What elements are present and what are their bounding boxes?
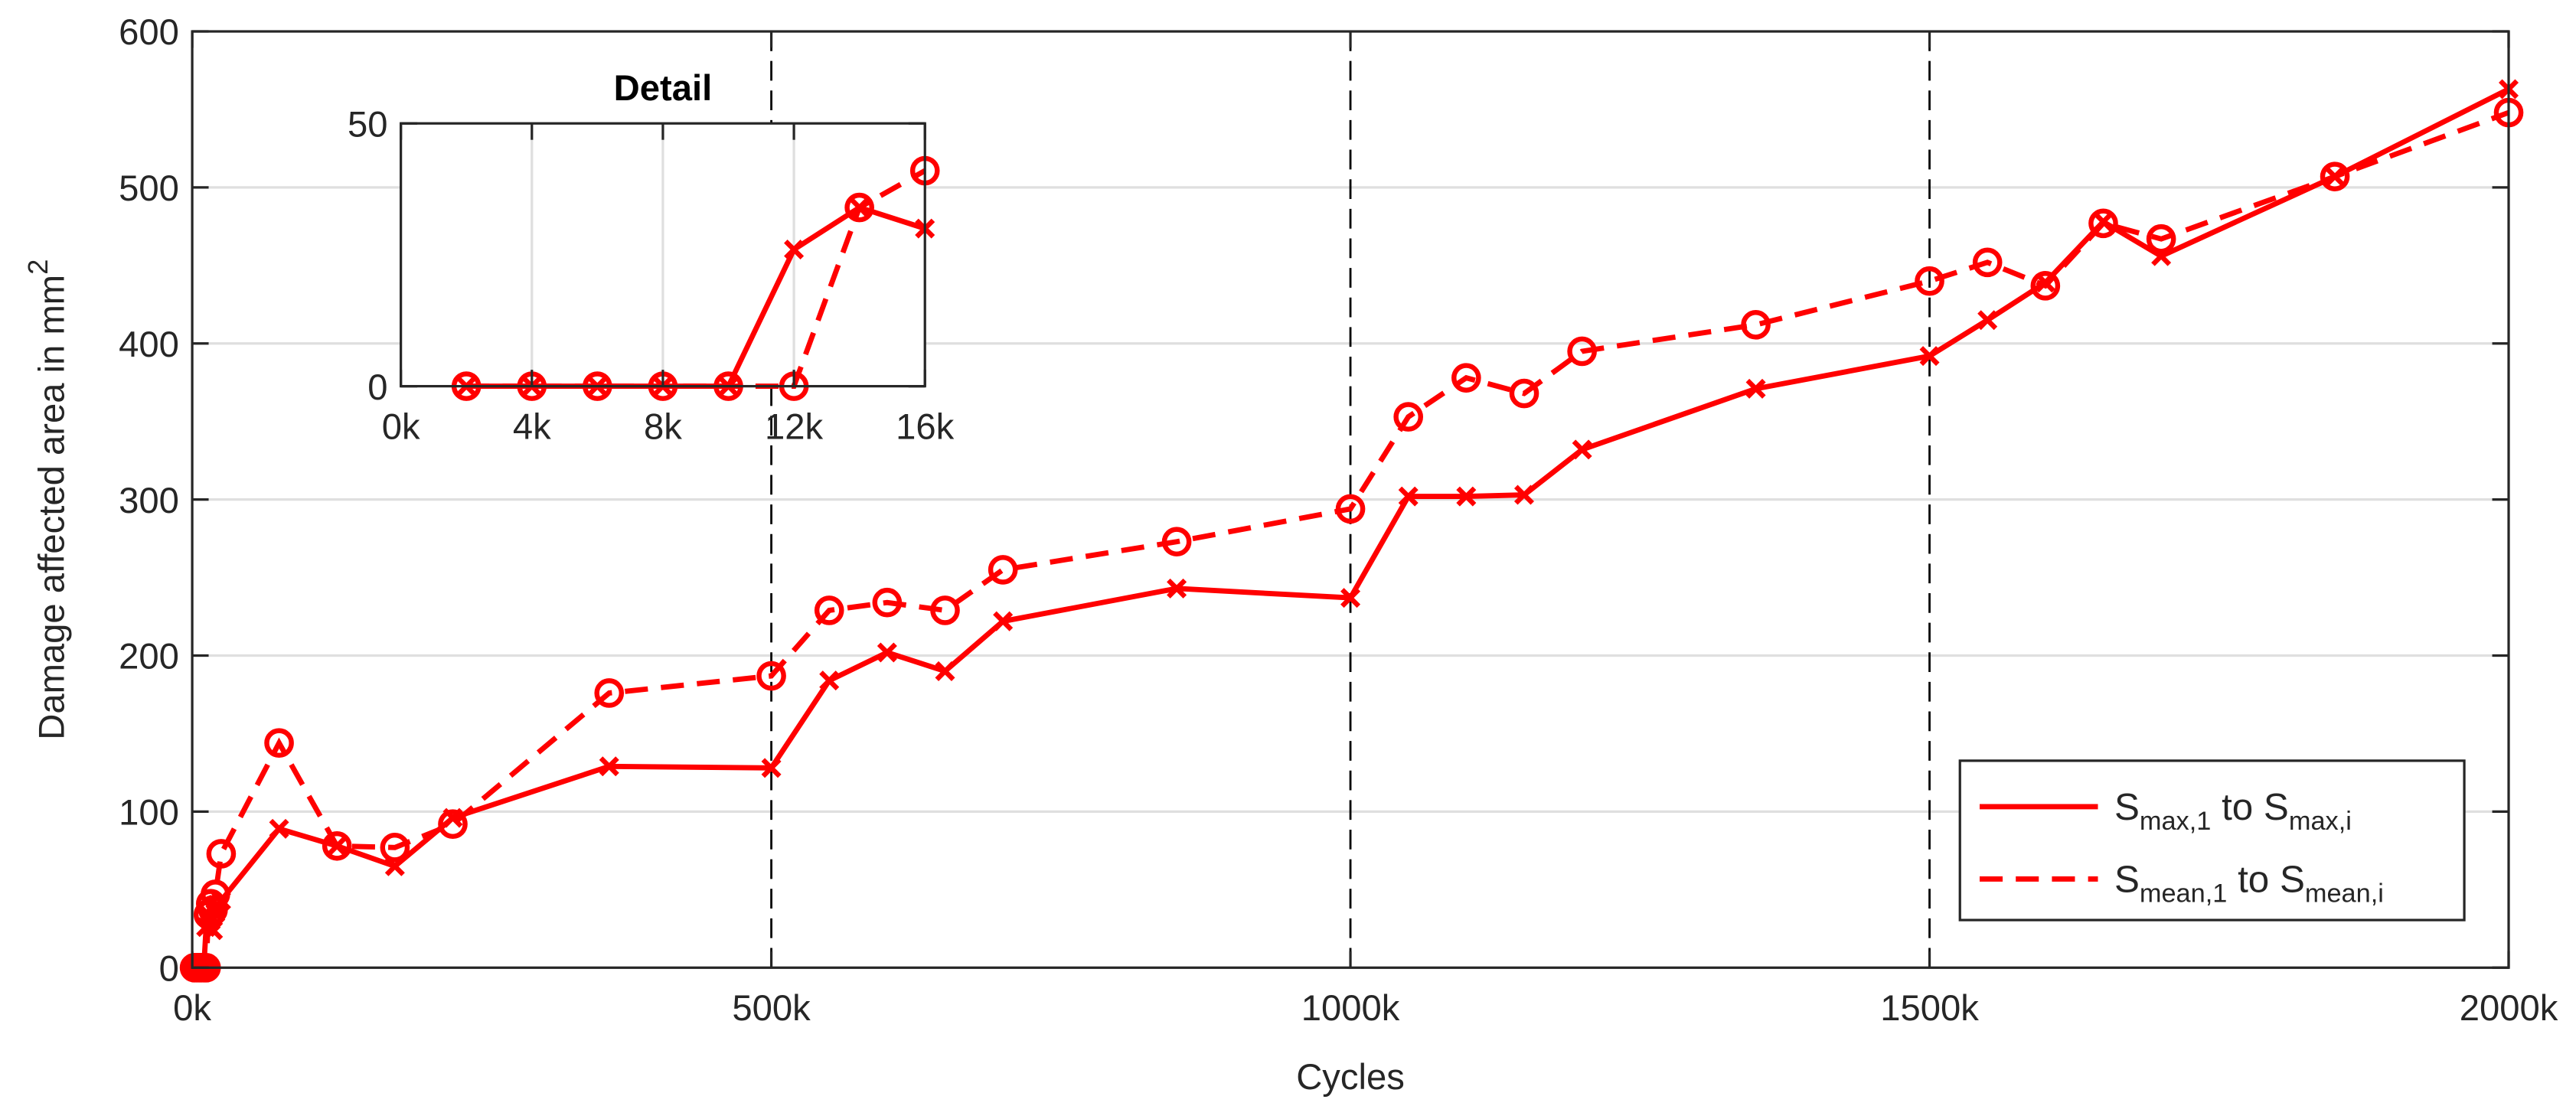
legend-label-sub: max,1: [2140, 807, 2211, 836]
data-point: [1741, 310, 1771, 340]
chart-title: Detail: [614, 68, 713, 109]
y-axis-label-text: Damage affected area in mm: [32, 275, 73, 740]
x-tick-label: 4k: [513, 406, 551, 447]
y-axis-label: Damage affected area in mm2: [22, 259, 72, 740]
data-point: [2088, 208, 2118, 239]
data-point: [201, 879, 230, 909]
series-line: [194, 109, 2510, 971]
data-point: [264, 728, 294, 759]
data-point: [814, 595, 844, 625]
y-tick-label: 600: [119, 12, 179, 53]
data-point: [1977, 310, 1998, 331]
y-tick-label: 200: [119, 637, 179, 677]
x-tick-label: 8k: [644, 406, 682, 447]
x-tick-label: 1500k: [1880, 988, 1979, 1029]
x-tick-label: 500k: [732, 988, 811, 1029]
data-point: [877, 642, 897, 663]
legend-label: Smax,1 to Smax,i: [2114, 786, 2352, 836]
data-point: [1335, 494, 1366, 524]
data-point: [761, 758, 782, 778]
data-point: [1509, 378, 1539, 409]
data-point: [2146, 223, 2176, 254]
y-tick-label: 0: [159, 948, 179, 989]
legend-label-text: to S: [2211, 786, 2288, 828]
legend-label-sub: mean,1: [2140, 879, 2227, 908]
data-point: [935, 661, 955, 681]
data-point: [819, 670, 840, 691]
data-point: [784, 240, 805, 260]
data-point: [1340, 588, 1361, 608]
legend-label: Smean,1 to Smean,i: [2114, 859, 2384, 909]
y-axis-label-sup: 2: [22, 259, 54, 275]
data-point: [2320, 161, 2350, 191]
data-point: [380, 832, 410, 863]
x-axis-label: Cycles: [1296, 1057, 1405, 1098]
data-point: [993, 611, 1014, 631]
y-tick-label: 500: [119, 168, 179, 209]
data-point: [844, 192, 874, 223]
data-point: [1915, 266, 1944, 296]
data-point: [1167, 578, 1187, 599]
data-point: [872, 587, 903, 618]
legend-label-text: S: [2114, 786, 2140, 828]
data-point: [599, 756, 619, 777]
data-point: [2030, 271, 2061, 301]
y-tick-label: 100: [119, 793, 179, 834]
data-point: [988, 555, 1018, 585]
x-tick-label: 1000k: [1301, 988, 1400, 1029]
data-point: [206, 839, 237, 869]
data-point: [322, 830, 352, 861]
data-point: [594, 678, 625, 708]
data-point: [1398, 486, 1419, 507]
legend-label-text: S: [2114, 859, 2140, 901]
x-tick-label: 0k: [173, 988, 211, 1029]
data-point: [1972, 247, 2003, 278]
data-point: [269, 818, 289, 839]
data-point: [1919, 346, 1940, 367]
y-tick-label: 400: [119, 325, 179, 365]
data-point: [1393, 402, 1424, 432]
data-point: [1451, 363, 1481, 393]
data-point: [198, 895, 228, 925]
x-tick-label: 16k: [896, 406, 955, 447]
data-point: [1513, 484, 1535, 505]
legend-label-sub: max,i: [2289, 807, 2352, 836]
data-point: [1456, 486, 1477, 507]
data-point: [1572, 439, 1592, 460]
data-point: [438, 809, 468, 840]
legend-box: [1958, 759, 2466, 922]
data-point: [1745, 378, 1766, 399]
data-point: [1161, 527, 1192, 557]
data-point: [930, 595, 960, 625]
x-tick-label: 12k: [765, 406, 824, 447]
x-tick-label: 0k: [382, 406, 420, 447]
y-tick-label: 300: [119, 481, 179, 521]
y-tick-label: 0: [367, 367, 387, 408]
data-point: [1567, 336, 1597, 367]
y-tick-label: 50: [348, 104, 388, 145]
data-point: [756, 661, 786, 691]
x-tick-label: 2000k: [2460, 988, 2558, 1029]
legend-label-text: to S: [2227, 859, 2304, 901]
legend-label-sub: mean,i: [2305, 879, 2384, 908]
